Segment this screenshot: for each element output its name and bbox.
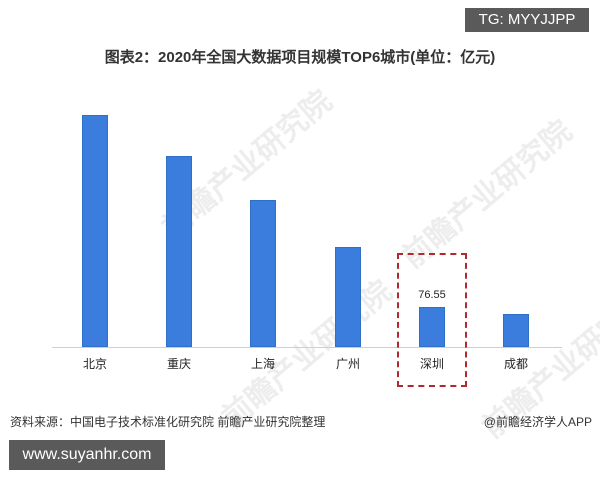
chart-title: 图表2：2020年全国大数据项目规模TOP6城市(单位：亿元) — [104, 49, 496, 66]
bar-chongqing — [166, 156, 192, 347]
bar-shanghai — [250, 200, 276, 347]
credit-note: @前瞻经济学人APP — [483, 415, 592, 429]
bar-guangzhou — [335, 247, 361, 347]
x-tick-label: 成都 — [503, 357, 528, 371]
x-tick-label: 深圳 — [419, 357, 444, 371]
bar-chengdu — [503, 314, 529, 347]
x-tick-label: 重庆 — [166, 357, 191, 371]
source-note: 资料来源：中国电子技术标准化研究院 前瞻产业研究院整理 — [10, 415, 326, 429]
site-badge: www.suyanhr.com — [9, 440, 165, 470]
x-tick-label: 北京 — [82, 357, 107, 371]
highlight-box-shenzhen — [397, 253, 467, 387]
value-label-shenzhen: 76.55 — [418, 289, 446, 301]
bar-beijing — [82, 115, 108, 347]
watermark: 前瞻产业研究院 — [396, 114, 579, 275]
watermark: 前瞻产业研究院 — [216, 274, 399, 435]
tg-badge: TG: MYYJJPP — [465, 8, 589, 32]
x-tick-label: 上海 — [250, 357, 275, 371]
bar-shenzhen — [419, 307, 445, 347]
x-axis-line — [52, 347, 562, 348]
x-tick-label: 广州 — [335, 357, 360, 371]
